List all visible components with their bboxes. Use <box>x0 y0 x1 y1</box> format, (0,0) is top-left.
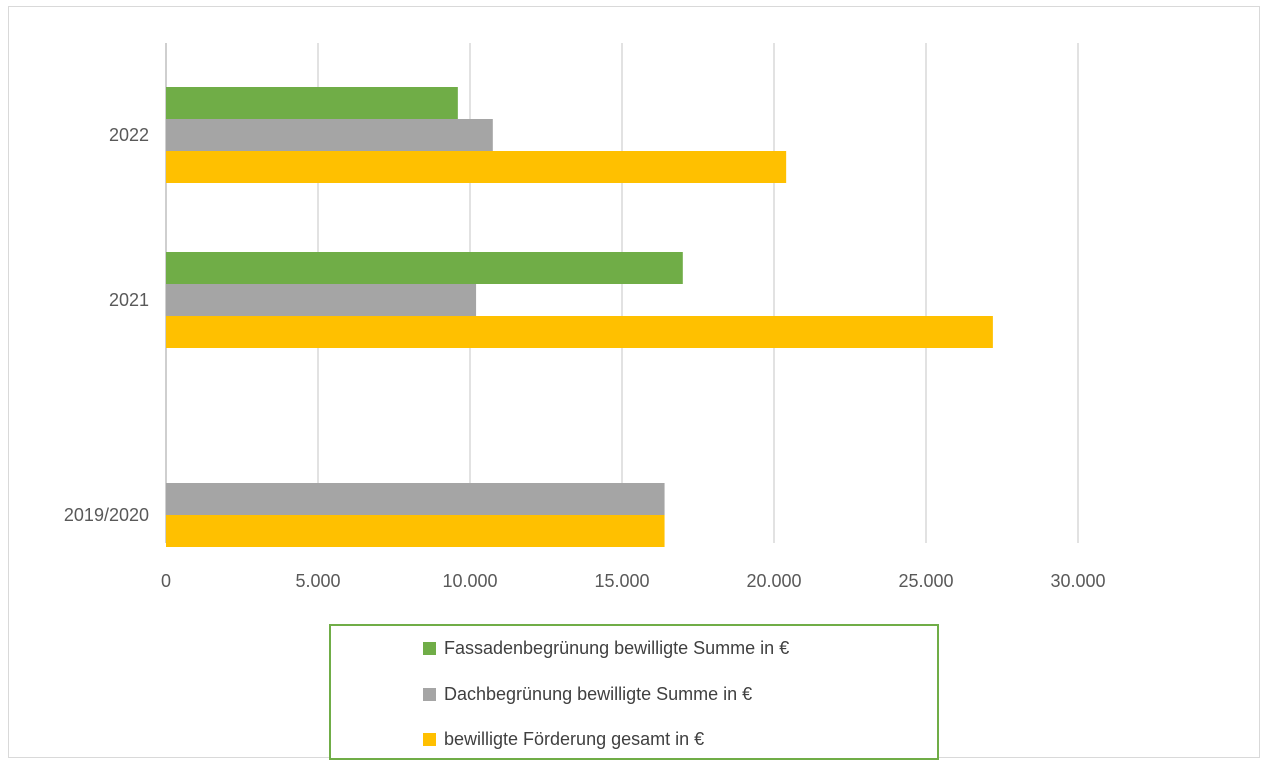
legend: Fassadenbegrünung bewilligte Summe in € … <box>329 624 939 760</box>
chart-area: 2022 2021 2019/2020 0 5.000 10.000 15.000 20.00… <box>8 6 1260 760</box>
legend-label-fassade: Fassadenbegrünung bewilligte Summe in € <box>444 637 790 658</box>
x-tick-label-6: 30.000 <box>1050 571 1105 591</box>
bar-2022-series-2 <box>166 151 787 183</box>
legend-item-gesamt: bewilligte Förderung gesamt in € <box>423 727 704 751</box>
legend-label-dach: Dachbegrünung bewilligte Summe in € <box>444 683 753 704</box>
bar-2021-series-0 <box>166 252 683 284</box>
legend-swatch-gesamt <box>423 732 436 746</box>
y-tick-label-2021: 2021 <box>109 290 149 310</box>
legend-item-fassade: Fassadenbegrünung bewilligte Summe in € <box>423 636 789 660</box>
x-tick-label-3: 15.000 <box>594 571 649 591</box>
x-tick-label-1: 5.000 <box>295 571 340 591</box>
legend-item-dach: Dachbegrünung bewilligte Summe in € <box>423 682 752 706</box>
y-tick-label-2022: 2022 <box>109 125 149 145</box>
x-tick-label-0: 0 <box>161 571 171 591</box>
bar-chart: 2022 2021 2019/2020 0 5.000 10.000 15.000 20.00… <box>64 43 1106 591</box>
bar-2021-series-1 <box>166 284 477 316</box>
bar-2019-2020-series-2 <box>166 515 665 547</box>
legend-label-gesamt: bewilligte Förderung gesamt in € <box>444 728 705 749</box>
legend-swatch-fassade <box>423 641 436 655</box>
bar-2022-series-0 <box>166 87 458 119</box>
bar-2021-series-2 <box>166 316 993 348</box>
x-tick-label-4: 20.000 <box>746 571 801 591</box>
legend-swatch-dach <box>423 687 436 701</box>
x-tick-label-2: 10.000 <box>442 571 497 591</box>
bar-2019-2020-series-1 <box>166 483 665 515</box>
x-tick-label-5: 25.000 <box>898 571 953 591</box>
y-tick-label-2019-2020: 2019/2020 <box>64 505 149 525</box>
bar-2022-series-1 <box>166 119 493 151</box>
